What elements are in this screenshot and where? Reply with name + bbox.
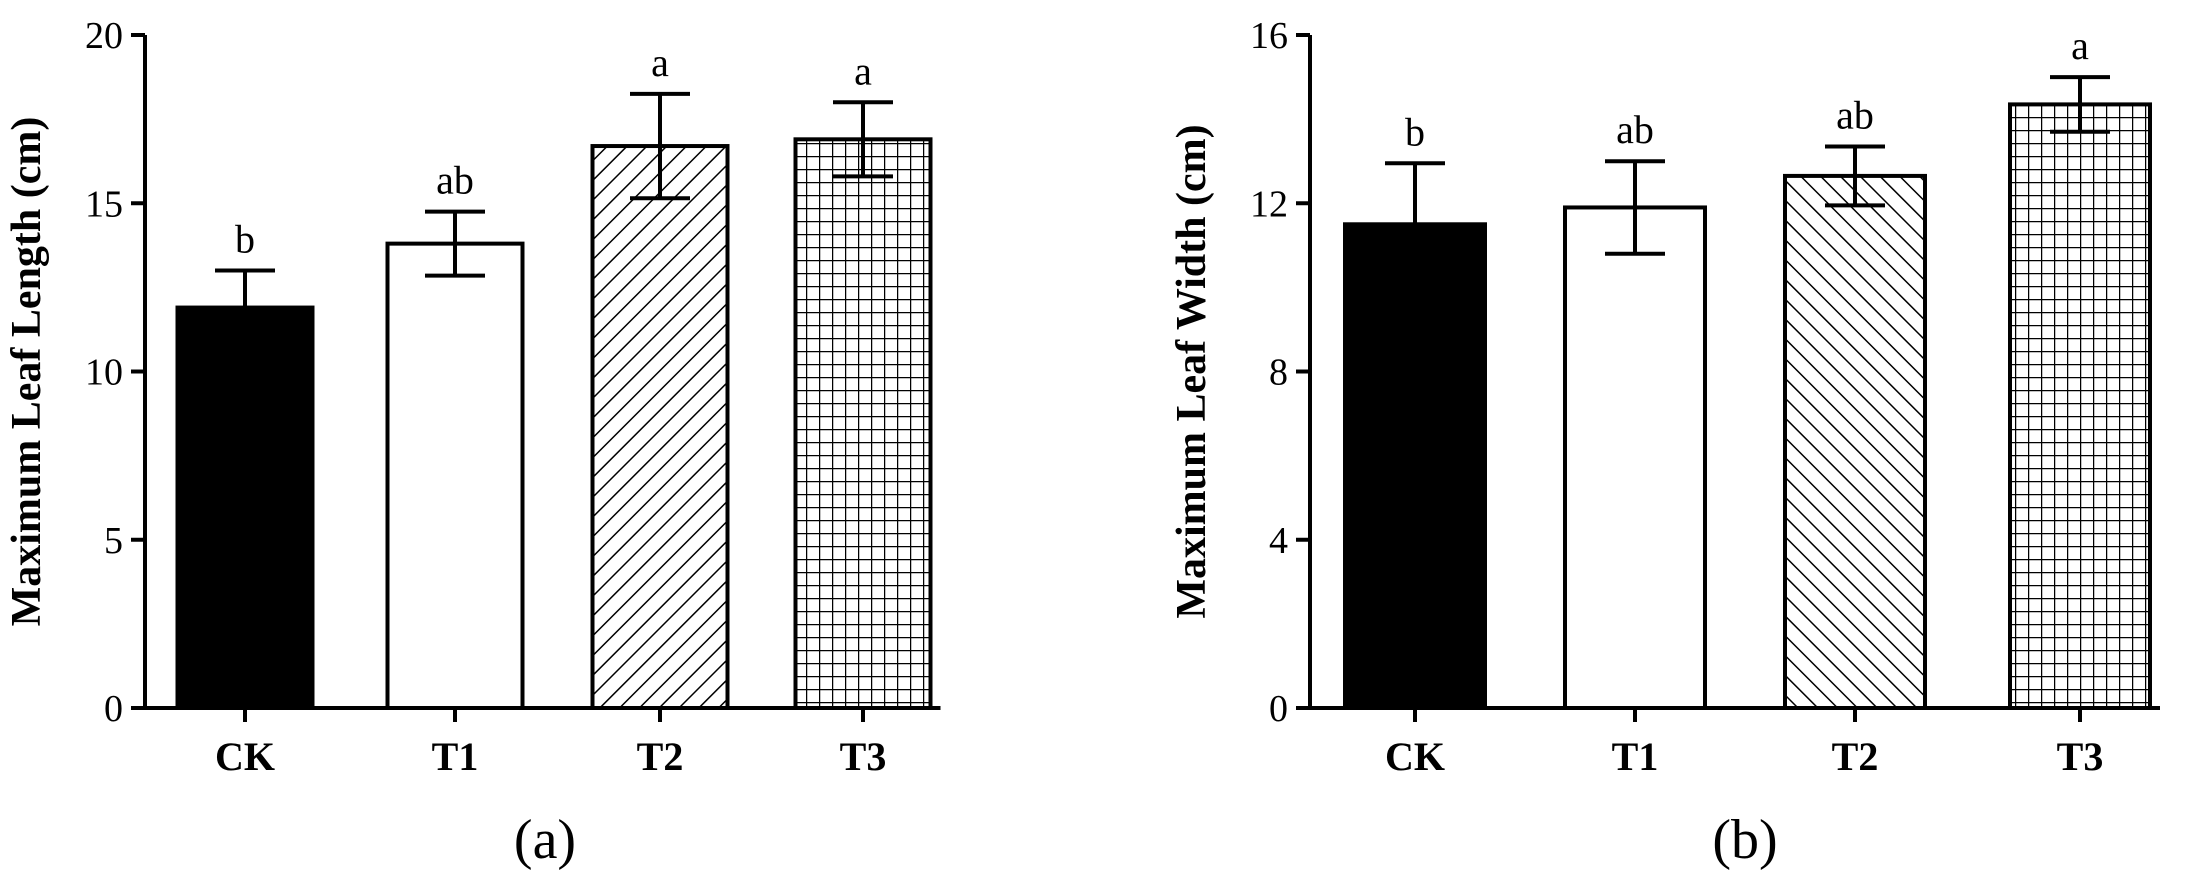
- panel-label: (a): [514, 809, 576, 871]
- x-category-label: T2: [1832, 734, 1879, 779]
- significance-label: ab: [1836, 92, 1874, 137]
- y-tick-label: 15: [85, 183, 123, 225]
- bar-t2: [1783, 173, 1927, 711]
- y-axis-title: Maximum Leaf Width (cm): [1169, 124, 1215, 618]
- panel-label: (b): [1712, 809, 1777, 871]
- x-category-label: T2: [637, 734, 684, 779]
- significance-label: b: [1405, 109, 1425, 154]
- significance-label: a: [854, 48, 872, 93]
- x-category-label: T1: [432, 734, 479, 779]
- bar-t3: [793, 137, 933, 710]
- significance-label: ab: [1616, 107, 1654, 152]
- y-tick-label: 20: [85, 15, 123, 57]
- y-tick-label: 0: [1269, 688, 1288, 730]
- significance-label: ab: [436, 158, 474, 203]
- bar-t2: [590, 144, 730, 711]
- y-tick-label: 5: [104, 520, 123, 562]
- x-category-label: T3: [840, 734, 887, 779]
- bar-ck: [175, 305, 315, 710]
- y-tick-label: 12: [1250, 183, 1288, 225]
- panel-a-chart: 0 5 10 15 20 Maximum Leaf Length (cm) b CK ab T1 a…: [4, 15, 941, 871]
- y-tick-label: 4: [1269, 520, 1288, 562]
- x-category-label: T1: [1612, 734, 1659, 779]
- y-tick-label: 16: [1250, 15, 1288, 57]
- y-tick-label: 10: [85, 352, 123, 394]
- significance-label: a: [2071, 23, 2089, 68]
- x-category-label: T3: [2057, 734, 2104, 779]
- y-tick-label: 0: [104, 688, 123, 730]
- x-category-label: CK: [215, 734, 275, 779]
- bar-t3: [2008, 102, 2152, 710]
- y-axis-title: Maximum Leaf Length (cm): [4, 117, 50, 627]
- significance-label: b: [235, 217, 255, 262]
- bar-ck: [1343, 222, 1487, 710]
- x-category-label: CK: [1385, 734, 1445, 779]
- panel-b-chart: 0 4 8 12 16 Maximum Leaf Width (cm) b CK ab T1 ab T…: [1169, 15, 2160, 871]
- bar-t1: [385, 241, 525, 710]
- bar-t1: [1563, 205, 1707, 711]
- y-tick-label: 8: [1269, 352, 1288, 394]
- significance-label: a: [651, 40, 669, 85]
